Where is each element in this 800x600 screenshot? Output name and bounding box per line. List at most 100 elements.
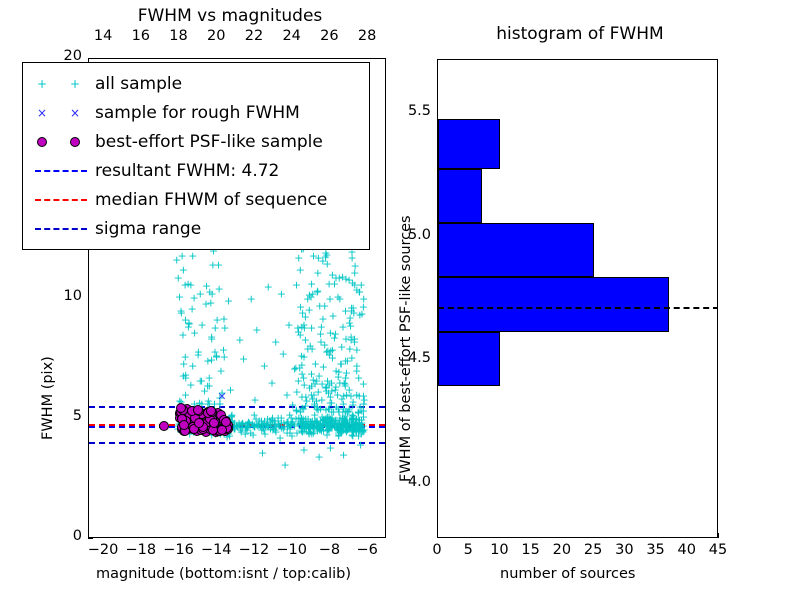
scatter-point-all-sample: + (299, 371, 309, 385)
legend-handle (29, 131, 91, 153)
scatter-point-all-sample: + (309, 388, 319, 402)
scatter-point-all-sample: + (317, 410, 327, 424)
scatter-point-all-sample: + (340, 304, 351, 318)
circle-icon (70, 136, 80, 147)
histogram-plot-area[interactable] (437, 59, 718, 538)
histogram-x-tick: 15 (521, 542, 540, 558)
scatter-point-all-sample: + (204, 371, 214, 385)
scatter-point-all-sample: + (180, 313, 191, 327)
scatter-point-all-sample: + (344, 383, 354, 397)
scatter-y-tick: 5 (72, 408, 82, 424)
legend-label: resultant FWHM: 4.72 (95, 160, 280, 181)
scatter-point-all-sample: + (313, 266, 323, 280)
scatter-point-psf-like (214, 426, 225, 437)
histogram-x-tick-mark (718, 533, 719, 538)
scatter-point-psf-like (175, 406, 186, 417)
scatter-point-all-sample: + (323, 410, 333, 424)
histogram-median-dashed-line (438, 306, 717, 309)
scatter-xlabel: magnitude (bottom:isnt / top:calib) (96, 566, 352, 582)
scatter-point-all-sample: + (293, 325, 304, 339)
scatter-point-all-sample: + (211, 349, 222, 363)
scatter-point-all-sample: + (296, 300, 306, 314)
scatter-point-psf-like (197, 408, 208, 419)
scatter-point-all-sample: + (212, 350, 222, 364)
scatter-point-all-sample: + (328, 309, 338, 323)
scatter-point-all-sample: + (217, 386, 227, 400)
scatter-point-all-sample: + (282, 388, 292, 402)
scatter-point-all-sample: + (295, 263, 305, 277)
histogram-x-tick: 0 (432, 542, 442, 558)
scatter-point-all-sample: + (273, 411, 283, 425)
scatter-point-all-sample: + (250, 393, 260, 407)
scatter-point-all-sample: + (271, 425, 281, 439)
scatter-point-all-sample: + (345, 319, 356, 333)
scatter-point-all-sample: + (336, 357, 346, 371)
scatter-point-all-sample: + (358, 410, 369, 424)
scatter-point-all-sample: + (181, 388, 191, 402)
scatter-point-all-sample: + (327, 384, 337, 398)
legend-entry: best-effort PSF-like sample (29, 127, 361, 156)
scatter-point-psf-like (180, 426, 191, 437)
scatter-point-all-sample: + (348, 409, 358, 423)
scatter-point-all-sample: + (327, 343, 337, 357)
legend-handle (29, 218, 91, 240)
scatter-point-all-sample: + (337, 270, 348, 284)
reference-line-sigma-range-lower (89, 441, 385, 444)
scatter-point-all-sample: + (184, 317, 194, 331)
scatter-point-all-sample: + (304, 426, 314, 440)
legend-label: sigma range (95, 218, 202, 239)
scatter-point-all-sample: + (226, 409, 237, 423)
legend-box: + + all sample × × sample for rough FWHM best-… (22, 62, 370, 250)
scatter-point-all-sample: + (350, 259, 360, 273)
scatter-point-all-sample: + (301, 390, 311, 404)
scatter-point-all-sample: + (346, 389, 356, 403)
scatter-point-all-sample: + (188, 249, 198, 263)
scatter-point-all-sample: + (263, 412, 273, 426)
histogram-bar (438, 277, 670, 332)
scatter-point-all-sample: + (271, 335, 281, 349)
scatter-point-all-sample: + (344, 273, 354, 287)
scatter-point-all-sample: + (348, 301, 358, 315)
scatter-point-all-sample: + (332, 388, 343, 402)
scatter-point-all-sample: + (276, 411, 286, 425)
scatter-point-all-sample: + (313, 284, 323, 298)
scatter-bottom-tick: −6 (356, 542, 378, 558)
scatter-point-all-sample: + (199, 384, 210, 398)
scatter-point-all-sample: + (220, 321, 230, 335)
scatter-bottom-tick: −14 (200, 542, 232, 558)
scatter-point-all-sample: + (322, 248, 332, 262)
scatter-y-tick: 0 (72, 528, 82, 544)
scatter-point-all-sample: + (347, 251, 357, 265)
scatter-point-all-sample: + (225, 383, 236, 397)
scatter-point-all-sample: + (287, 429, 297, 442)
scatter-point-all-sample: + (337, 425, 347, 439)
scatter-point-all-sample: + (314, 450, 324, 464)
scatter-point-all-sample: + (214, 282, 224, 296)
scatter-point-all-sample: + (173, 271, 183, 285)
scatter-point-all-sample: + (333, 402, 343, 416)
legend-handle (29, 189, 91, 211)
scatter-point-all-sample: + (350, 266, 360, 280)
scatter-point-all-sample: + (297, 425, 308, 439)
scatter-point-all-sample: + (219, 426, 229, 440)
scatter-point-all-sample: + (334, 428, 344, 442)
scatter-point-psf-like (216, 409, 227, 420)
scatter-point-all-sample: + (307, 342, 317, 356)
scatter-point-all-sample: + (205, 285, 215, 299)
scatter-point-all-sample: + (357, 307, 367, 321)
scatter-point-all-sample: + (333, 370, 343, 384)
cross-icon: × (69, 105, 81, 120)
scatter-point-psf-like (178, 412, 189, 423)
scatter-point-all-sample: + (327, 411, 337, 425)
scatter-point-all-sample: + (354, 389, 364, 403)
scatter-point-all-sample: + (185, 427, 195, 441)
scatter-point-all-sample: + (352, 283, 362, 297)
scatter-point-all-sample: + (187, 302, 197, 316)
scatter-point-all-sample: + (338, 405, 348, 419)
scatter-top-tick: 22 (244, 28, 264, 44)
histogram-xlabel: number of sources (500, 566, 636, 582)
scatter-point-all-sample: + (325, 292, 335, 306)
scatter-point-all-sample: + (358, 389, 369, 403)
scatter-point-all-sample: + (312, 402, 322, 416)
scatter-point-all-sample: + (213, 258, 224, 272)
